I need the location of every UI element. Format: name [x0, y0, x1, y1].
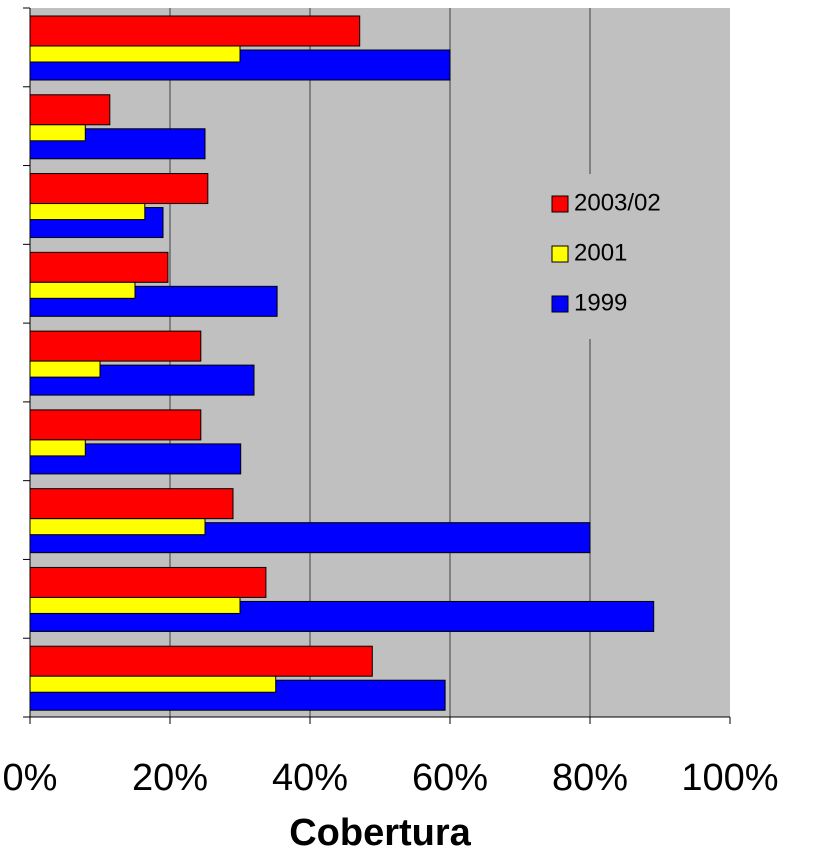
bar [29, 488, 234, 520]
bar [29, 596, 241, 614]
x-tick-label: 20% [132, 757, 208, 799]
legend-label: 2003/02 [574, 189, 661, 216]
bar [29, 15, 361, 47]
x-axis-label: Cobertura [289, 812, 471, 854]
bar [29, 203, 146, 221]
legend-swatch [551, 245, 569, 263]
bar [29, 518, 206, 536]
bar [29, 124, 86, 142]
legend-label: 2001 [574, 239, 627, 266]
bar [29, 364, 255, 396]
bar [29, 566, 267, 598]
x-tick-label: 40% [272, 757, 348, 799]
bar [29, 281, 136, 299]
bar [29, 45, 241, 63]
bar [29, 173, 209, 205]
bar [29, 439, 86, 457]
x-tick-label: 80% [552, 757, 628, 799]
bar [29, 94, 111, 126]
legend-swatch [551, 195, 569, 213]
legend-swatch [551, 295, 569, 313]
bar [29, 360, 101, 378]
legend-label: 1999 [574, 289, 627, 316]
bar [29, 645, 373, 677]
x-tick-label: 60% [412, 757, 488, 799]
bar [29, 409, 202, 441]
bar [29, 675, 277, 693]
x-tick-label: 0% [3, 757, 58, 799]
bar [29, 251, 169, 283]
bar [29, 330, 202, 362]
x-tick-label: 100% [681, 757, 778, 799]
